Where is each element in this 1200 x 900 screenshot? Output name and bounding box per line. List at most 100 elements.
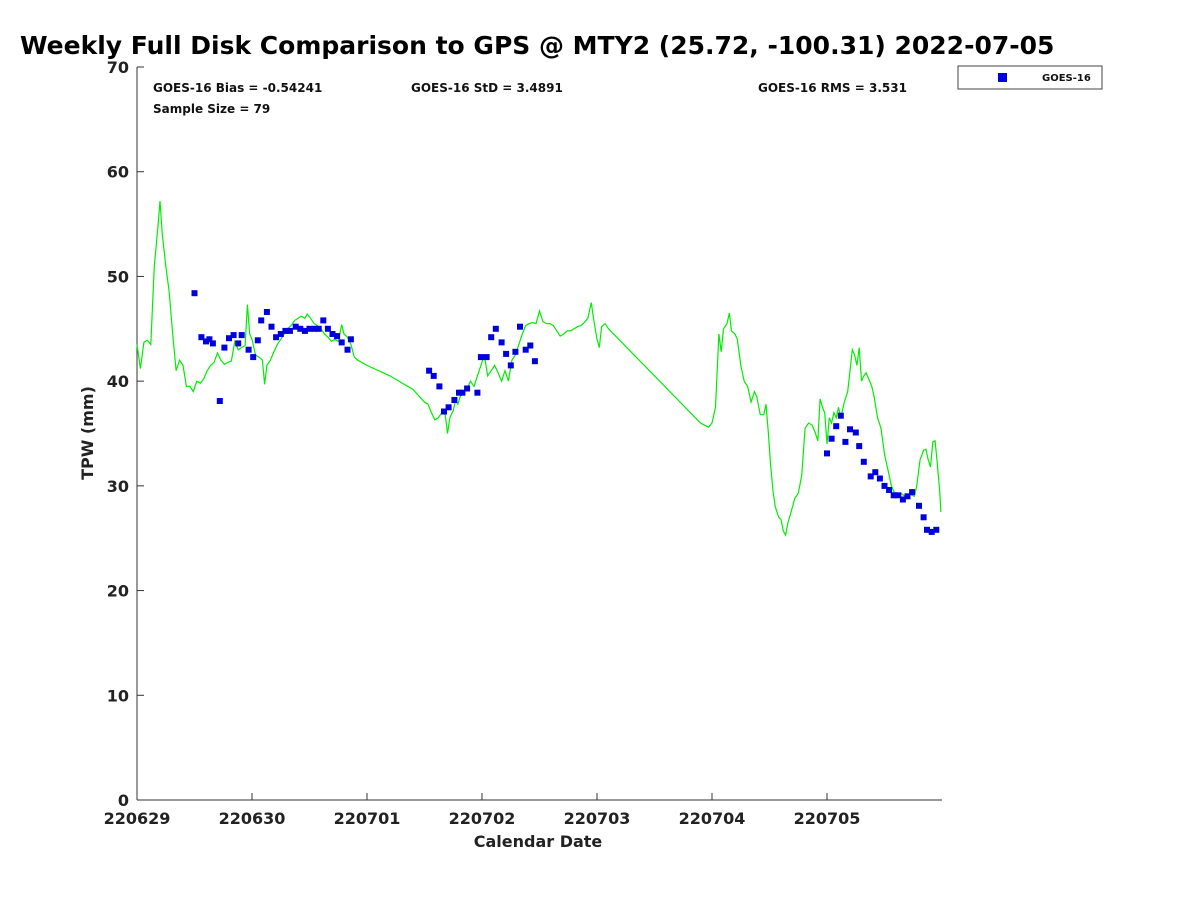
goes16-point xyxy=(216,398,223,404)
goes16-point xyxy=(856,443,863,450)
chart-title: Weekly Full Disk Comparison to GPS @ MTY… xyxy=(20,31,1054,60)
goes16-point xyxy=(198,334,205,341)
goes16-point xyxy=(527,342,534,349)
goes16-point xyxy=(492,325,499,332)
goes16-point xyxy=(483,354,490,361)
goes16-point xyxy=(445,404,452,411)
y-tick-label: 40 xyxy=(107,372,129,391)
y-axis-ticks: 0 10 20 30 40 50 60 70 xyxy=(107,58,144,810)
goes16-point xyxy=(842,438,849,445)
goes16-point xyxy=(441,408,447,415)
goes16-point xyxy=(507,362,514,369)
x-tick-label: 220630 xyxy=(219,809,286,828)
goes16-point xyxy=(329,331,336,337)
legend-box xyxy=(957,65,1103,90)
x-tick-label: 220629 xyxy=(104,809,171,828)
goes16-point xyxy=(301,327,308,334)
goes16-point xyxy=(909,489,916,496)
bias-stat: GOES-16 Bias = -0.54241 xyxy=(153,81,322,95)
legend: GOES-16 xyxy=(957,65,1103,90)
x-tick-label: 220705 xyxy=(794,809,861,828)
legend-label: GOES-16 xyxy=(1042,73,1091,84)
gps-line xyxy=(136,200,942,537)
y-tick-label: 50 xyxy=(107,267,129,286)
goes16-point xyxy=(517,323,523,330)
goes16-point xyxy=(522,346,529,353)
goes16-point xyxy=(904,493,911,500)
goes16-point xyxy=(206,336,213,343)
goes16-point xyxy=(436,383,443,390)
goes16-point xyxy=(459,389,466,396)
goes16-point xyxy=(899,496,906,503)
y-axis-label: TPW (mm) xyxy=(78,386,97,480)
goes16-point xyxy=(456,389,462,396)
goes16-point xyxy=(292,323,299,330)
goes16-point xyxy=(286,327,293,334)
goes16-point xyxy=(344,346,351,353)
goes16-point xyxy=(254,337,261,344)
goes16-point xyxy=(895,492,902,499)
goes16-point xyxy=(512,348,519,355)
goes16-point xyxy=(324,325,331,332)
goes16-point xyxy=(847,426,853,433)
goes16-point xyxy=(426,367,433,374)
x-tick-label: 220703 xyxy=(564,809,631,828)
goes16-point xyxy=(277,331,284,337)
y-tick-label: 10 xyxy=(107,686,129,705)
goes16-point xyxy=(503,350,510,357)
x-axis-ticks: 220629 220630 220701 220702 220703 220704 2207… xyxy=(104,793,861,828)
goes16-point xyxy=(250,354,257,361)
goes16-point xyxy=(876,475,883,482)
goes16-point xyxy=(273,334,280,341)
goes16-point xyxy=(928,528,935,535)
goes16-point xyxy=(531,358,538,365)
goes16-point xyxy=(230,332,237,339)
goes16-point xyxy=(338,339,345,346)
goes16-point xyxy=(315,325,322,332)
goes16-point xyxy=(881,482,888,489)
goes16-point xyxy=(245,346,252,353)
goes16-point xyxy=(226,335,232,342)
x-tick-label: 220701 xyxy=(334,809,401,828)
goes16-point xyxy=(837,412,844,419)
goes16-point xyxy=(191,290,198,297)
goes16-point xyxy=(498,339,505,346)
goes16-point xyxy=(477,354,484,361)
goes16-point xyxy=(872,469,879,476)
goes16-point xyxy=(920,514,927,521)
goes16-point xyxy=(297,325,304,332)
y-tick-label: 70 xyxy=(107,58,129,77)
goes16-point xyxy=(430,372,437,379)
goes16-point xyxy=(334,333,341,340)
goes16-point xyxy=(320,317,327,324)
goes16-point xyxy=(263,309,270,315)
goes16-point xyxy=(235,340,242,347)
goes16-point xyxy=(824,450,830,457)
series-layer xyxy=(136,200,942,537)
goes16-point xyxy=(282,327,289,334)
x-axis-label: Calendar Date xyxy=(474,832,603,851)
y-tick-label: 30 xyxy=(107,477,129,496)
goes16-point xyxy=(221,344,228,351)
goes16-point xyxy=(238,332,245,339)
goes16-point xyxy=(924,526,930,533)
x-tick-label: 220704 xyxy=(679,809,746,828)
x-tick-label: 220702 xyxy=(449,809,516,828)
goes16-point xyxy=(268,323,275,330)
goes16-point xyxy=(852,429,859,436)
goes16-point xyxy=(474,389,481,396)
goes16-point xyxy=(488,334,495,341)
goes16-point xyxy=(347,336,354,343)
y-tick-label: 60 xyxy=(107,163,129,182)
legend-marker xyxy=(998,73,1007,82)
goes16-point xyxy=(306,325,313,332)
y-tick-label: 20 xyxy=(107,582,129,601)
goes16-point xyxy=(209,340,216,347)
plot-area: 0 10 20 30 40 50 60 70 220629 220630 220701 220702… xyxy=(104,58,942,828)
goes16-point xyxy=(867,473,874,480)
goes16-point xyxy=(860,458,867,465)
goes16-point xyxy=(890,492,897,499)
goes16-point xyxy=(886,487,893,493)
goes16-point xyxy=(451,397,458,403)
